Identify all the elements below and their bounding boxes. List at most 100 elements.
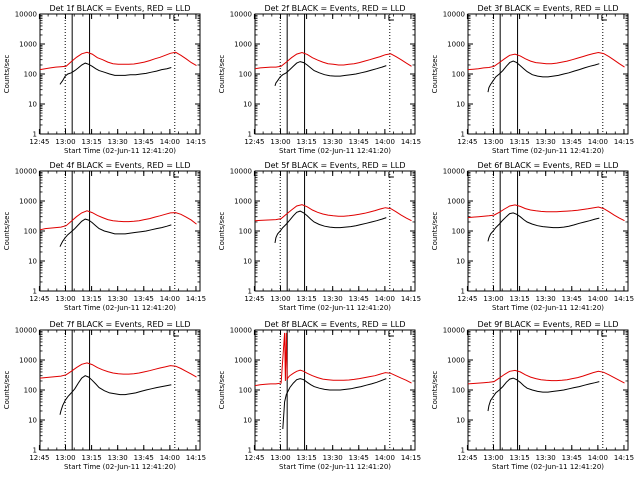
x-tick-label: 14:15 xyxy=(401,454,421,462)
panel-title: Det 1f BLACK = Events, RED = LLD xyxy=(49,4,190,13)
plot-frame xyxy=(39,170,201,292)
x-tick-label: 13:15 xyxy=(510,295,530,303)
y-tick-label: 1 xyxy=(248,131,252,139)
lld-series-line xyxy=(39,51,197,71)
events-series-line xyxy=(59,218,172,247)
x-tick-label: 13:45 xyxy=(349,454,369,462)
panel-1: Det 1f BLACK = Events, RED = LLD 1 10 100 10… xyxy=(3,4,206,155)
x-tick-label: 13:45 xyxy=(562,138,582,146)
lld-series-line xyxy=(254,51,412,70)
x-tick-label: 13:45 xyxy=(562,295,582,303)
x-tick-label: 12:45 xyxy=(244,454,264,462)
events-series-line xyxy=(274,210,387,243)
corner-marker xyxy=(388,172,394,178)
panel-title: Det 3f BLACK = Events, RED = LLD xyxy=(477,4,618,13)
x-axis-label: Start Time (02-Jun-11 12:41:20) xyxy=(64,304,176,312)
panel-8: Det 8f BLACK = Events, RED = LLD 1 10 100 10… xyxy=(218,320,421,471)
y-tick-label: 1000 xyxy=(19,41,37,49)
y-tick-label: 10 xyxy=(456,258,465,266)
y-tick-label: 100 xyxy=(452,71,465,79)
x-tick-label: 13:15 xyxy=(82,454,102,462)
y-axis-label: Counts/sec xyxy=(3,371,11,410)
panel-2: Det 2f BLACK = Events, RED = LLD 1 10 100 10… xyxy=(218,4,421,155)
plot-frame xyxy=(39,13,201,135)
y-tick-label: 1 xyxy=(248,288,252,296)
panel-7: Det 7f BLACK = Events, RED = LLD 1 10 100 10… xyxy=(3,320,206,471)
lld-series-line xyxy=(467,369,625,385)
events-series-line xyxy=(274,61,387,87)
x-tick-label: 13:30 xyxy=(108,295,128,303)
y-tick-label: 1000 xyxy=(234,198,252,206)
panel-9: Det 9f BLACK = Events, RED = LLD 1 10 100 10… xyxy=(431,320,634,471)
corner-marker xyxy=(601,15,607,21)
x-tick-label: 12:45 xyxy=(244,138,264,146)
corner-marker xyxy=(173,172,179,178)
panel-title: Det 5f BLACK = Events, RED = LLD xyxy=(264,161,405,170)
plot-frame xyxy=(467,329,629,451)
y-tick-label: 100 xyxy=(239,71,252,79)
x-tick-label: 13:15 xyxy=(297,295,317,303)
y-tick-label: 10000 xyxy=(15,11,37,19)
x-tick-label: 13:00 xyxy=(270,295,290,303)
x-tick-label: 12:45 xyxy=(29,295,49,303)
y-tick-label: 1000 xyxy=(19,198,37,206)
y-tick-label: 10 xyxy=(456,417,465,425)
plot-frame xyxy=(254,13,416,135)
y-tick-label: 10000 xyxy=(230,168,252,176)
y-tick-label: 1000 xyxy=(234,41,252,49)
x-axis-label: Start Time (02-Jun-11 12:41:20) xyxy=(492,463,604,471)
x-tick-label: 13:15 xyxy=(82,295,102,303)
x-tick-label: 13:30 xyxy=(536,295,556,303)
y-tick-label: 100 xyxy=(24,387,37,395)
x-axis-label: Start Time (02-Jun-11 12:41:20) xyxy=(279,304,391,312)
panel-4: Det 4f BLACK = Events, RED = LLD 1 10 100 10… xyxy=(3,161,206,312)
y-axis-label: Counts/sec xyxy=(218,212,226,251)
x-tick-label: 13:00 xyxy=(483,138,503,146)
y-tick-label: 1 xyxy=(461,288,465,296)
x-tick-label: 14:00 xyxy=(588,295,608,303)
y-tick-label: 1 xyxy=(33,131,37,139)
x-tick-label: 14:15 xyxy=(186,138,206,146)
y-tick-label: 1000 xyxy=(447,198,465,206)
x-tick-label: 13:30 xyxy=(536,454,556,462)
x-tick-label: 14:00 xyxy=(375,454,395,462)
panel-title: Det 6f BLACK = Events, RED = LLD xyxy=(477,161,618,170)
y-axis-label: Counts/sec xyxy=(431,55,439,94)
x-tick-label: 12:45 xyxy=(244,295,264,303)
x-tick-label: 14:00 xyxy=(375,138,395,146)
x-tick-label: 13:45 xyxy=(134,454,154,462)
x-tick-label: 13:45 xyxy=(562,454,582,462)
x-tick-label: 13:30 xyxy=(323,295,343,303)
x-tick-label: 14:00 xyxy=(588,138,608,146)
x-tick-label: 14:15 xyxy=(401,295,421,303)
x-tick-label: 12:45 xyxy=(29,138,49,146)
events-series-line xyxy=(487,377,600,412)
y-tick-label: 1 xyxy=(248,447,252,455)
x-tick-label: 13:00 xyxy=(483,295,503,303)
y-tick-label: 10 xyxy=(28,258,37,266)
x-tick-label: 14:15 xyxy=(186,454,206,462)
y-tick-label: 10000 xyxy=(230,11,252,19)
y-tick-label: 1 xyxy=(461,447,465,455)
x-tick-label: 13:30 xyxy=(323,138,343,146)
y-tick-label: 100 xyxy=(24,71,37,79)
plot-frame xyxy=(467,170,629,292)
panel-title: Det 7f BLACK = Events, RED = LLD xyxy=(49,320,190,329)
x-axis-label: Start Time (02-Jun-11 12:41:20) xyxy=(279,463,391,471)
y-tick-label: 1000 xyxy=(19,357,37,365)
y-tick-label: 1000 xyxy=(234,357,252,365)
events-series-line xyxy=(487,60,600,93)
x-tick-label: 14:00 xyxy=(160,454,180,462)
x-tick-label: 14:00 xyxy=(160,295,180,303)
panel-3: Det 3f BLACK = Events, RED = LLD 1 10 100 10… xyxy=(431,4,634,155)
panel-title: Det 8f BLACK = Events, RED = LLD xyxy=(264,320,405,329)
x-tick-label: 13:00 xyxy=(483,454,503,462)
x-tick-label: 13:00 xyxy=(270,138,290,146)
y-axis-label: Counts/sec xyxy=(218,55,226,94)
y-tick-label: 1000 xyxy=(447,357,465,365)
x-tick-label: 13:45 xyxy=(349,295,369,303)
x-tick-label: 13:45 xyxy=(134,295,154,303)
x-axis-label: Start Time (02-Jun-11 12:41:20) xyxy=(64,147,176,155)
y-tick-label: 1 xyxy=(461,131,465,139)
